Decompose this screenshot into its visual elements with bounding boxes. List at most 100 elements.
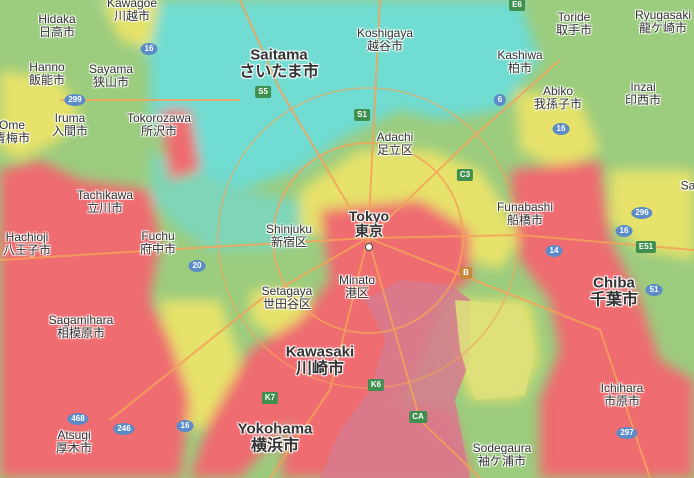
city-name-jp: 日高市	[38, 25, 76, 39]
city-name-en: Tachikawa	[76, 188, 134, 203]
city-name-en: Abiko	[542, 84, 574, 99]
city-name-jp: 相模原市	[56, 326, 105, 340]
city-label-hanno[interactable]: Hanno 飯能市	[29, 61, 65, 87]
city-name-jp: 青梅市	[0, 131, 31, 145]
city-label-ome[interactable]: Ome青梅市	[0, 119, 30, 145]
city-name-jp: 府中市	[139, 242, 177, 256]
city-name-en: Tokyo	[348, 207, 390, 224]
road-shield-r16a: 16	[140, 43, 158, 55]
city-label-funabashi[interactable]: Funabashi 船橋市	[497, 201, 553, 227]
city-label-partial-sa: Sa	[680, 178, 694, 193]
city-label-yokohama[interactable]: Yokohama 横浜市	[237, 420, 313, 455]
city-name-jp: 足立区	[376, 143, 414, 157]
city-name-en: Ryugasaki	[634, 8, 692, 23]
city-label-kashiwa[interactable]: Kashiwa 柏市	[497, 49, 542, 75]
city-name-jp: 船橋市	[506, 213, 544, 227]
city-label-abiko[interactable]: Abiko 我孫子市	[534, 85, 582, 111]
city-label-sayama[interactable]: Sayama 狭山市	[89, 63, 133, 89]
road-shield-r16b: 16	[552, 123, 570, 135]
city-label-saitama[interactable]: Saitama さいたま市	[239, 46, 319, 81]
city-label-iruma[interactable]: Iruma 入間市	[52, 112, 88, 138]
city-name-jp: 越谷市	[366, 39, 404, 53]
road-shield-k7: K7	[261, 392, 279, 404]
city-label-shinjuku[interactable]: Shinjuku 新宿区	[266, 223, 312, 249]
city-name-en: Setagaya	[261, 284, 313, 299]
city-label-kawagoe[interactable]: Kawagoe 川越市	[107, 0, 157, 23]
city-name-en: Atsugi	[57, 428, 91, 443]
city-label-koshigaya[interactable]: Koshigaya 越谷市	[357, 27, 413, 53]
city-name-en: Kashiwa	[497, 48, 543, 63]
city-name-jp: 所沢市	[140, 124, 177, 138]
city-name-en: Hidaka	[38, 12, 76, 27]
city-name-en: Adachi	[376, 130, 414, 145]
city-label-toride[interactable]: Toride 取手市	[556, 11, 592, 37]
city-name-jp: 我孫子市	[533, 97, 583, 111]
red-region-west	[0, 160, 190, 478]
tokyo-station-marker	[365, 243, 373, 251]
city-name-en: Toride	[557, 10, 591, 25]
city-label-tokyo[interactable]: Tokyo 東京	[348, 207, 390, 239]
city-name-en: Hanno	[29, 60, 65, 75]
city-name-en: Ome	[0, 118, 26, 133]
city-name-en: Sodegaura	[472, 441, 532, 456]
road-shield-s1: S1	[354, 109, 370, 121]
road-shield-r246: 246	[113, 423, 135, 435]
road-shield-s5: S5	[255, 86, 271, 98]
yellow-region-northwest	[0, 70, 80, 160]
road-shield-r16d: 16	[176, 420, 194, 432]
city-label-fuchu[interactable]: Fuchu 府中市	[140, 230, 176, 256]
bay-yellow-patch	[455, 300, 535, 400]
tokyo-bay-water	[320, 280, 470, 478]
city-name-jp: 印西市	[624, 93, 662, 107]
city-label-tachikawa[interactable]: Tachikawa 立川市	[77, 189, 133, 215]
city-name-jp: 厚木市	[55, 441, 93, 455]
city-name-jp: 世田谷区	[262, 297, 311, 311]
city-label-adachi[interactable]: Adachi 足立区	[377, 131, 414, 157]
city-name-en: Tokorozawa	[126, 111, 192, 126]
road-shield-r299: 299	[64, 94, 86, 106]
city-label-inzai[interactable]: Inzai 印西市	[625, 81, 661, 107]
city-name-jp: 狭山市	[92, 75, 129, 89]
city-label-chiba[interactable]: Chiba 千葉市	[589, 274, 639, 309]
road-shield-e6: E6	[509, 0, 525, 11]
city-label-sagamihara[interactable]: Sagamihara 相模原市	[49, 314, 114, 340]
road-shield-r16c: 16	[615, 225, 633, 237]
city-name-en: Ichihara	[600, 381, 644, 396]
cyan-region-north	[95, 0, 540, 190]
red-region-tokyo	[190, 200, 470, 478]
road-shield-r20: 20	[188, 260, 206, 272]
city-name-en: Koshigaya	[356, 26, 414, 41]
city-label-ichihara[interactable]: Ichihara 市原市	[601, 382, 644, 408]
city-label-sodegaura[interactable]: Sodegaura 袖ケ浦市	[473, 442, 532, 468]
city-name-en: Kawasaki	[285, 343, 355, 361]
city-label-kawasaki[interactable]: Kawasaki 川崎市	[285, 343, 355, 378]
city-name-en: Kawagoe	[106, 0, 158, 11]
city-name-en: Fuchu	[141, 229, 175, 244]
city-label-atsugi[interactable]: Atsugi 厚木市	[56, 429, 92, 455]
city-label-tokorozawa[interactable]: Tokorozawa 所沢市	[127, 112, 191, 138]
red-region-chiba	[510, 160, 694, 478]
city-name-en: Minato	[338, 273, 376, 288]
teal-region-west	[150, 150, 310, 250]
city-name-en: Saitama	[250, 46, 308, 64]
city-name-jp: 龍ケ崎市	[638, 21, 687, 35]
city-name-jp: 市原市	[603, 394, 641, 408]
road-shield-r296: 296	[631, 207, 653, 219]
red-region-tokorozawa	[160, 110, 200, 180]
city-name-jp: 千葉市	[589, 291, 639, 309]
road-shield-e51: E51	[635, 241, 657, 253]
city-name-jp: 川越市	[113, 9, 151, 23]
city-label-minato[interactable]: Minato 港区	[339, 274, 375, 300]
city-name-en: Yokohama	[237, 420, 313, 438]
city-label-setagaya[interactable]: Setagaya 世田谷区	[262, 285, 313, 311]
city-label-hidaka[interactable]: Hidaka 日高市	[38, 13, 75, 39]
city-name-en: Chiba	[593, 274, 635, 292]
city-label-hachioji[interactable]: Hachioji 八王子市	[3, 231, 51, 257]
city-name-en: Sayama	[88, 62, 134, 77]
road-shield-r6: 6	[493, 94, 507, 106]
road-shield-r51: 51	[645, 284, 663, 296]
city-name-jp: 飯能市	[28, 73, 66, 87]
city-label-ryugasaki[interactable]: Ryugasaki 龍ケ崎市	[635, 9, 691, 35]
